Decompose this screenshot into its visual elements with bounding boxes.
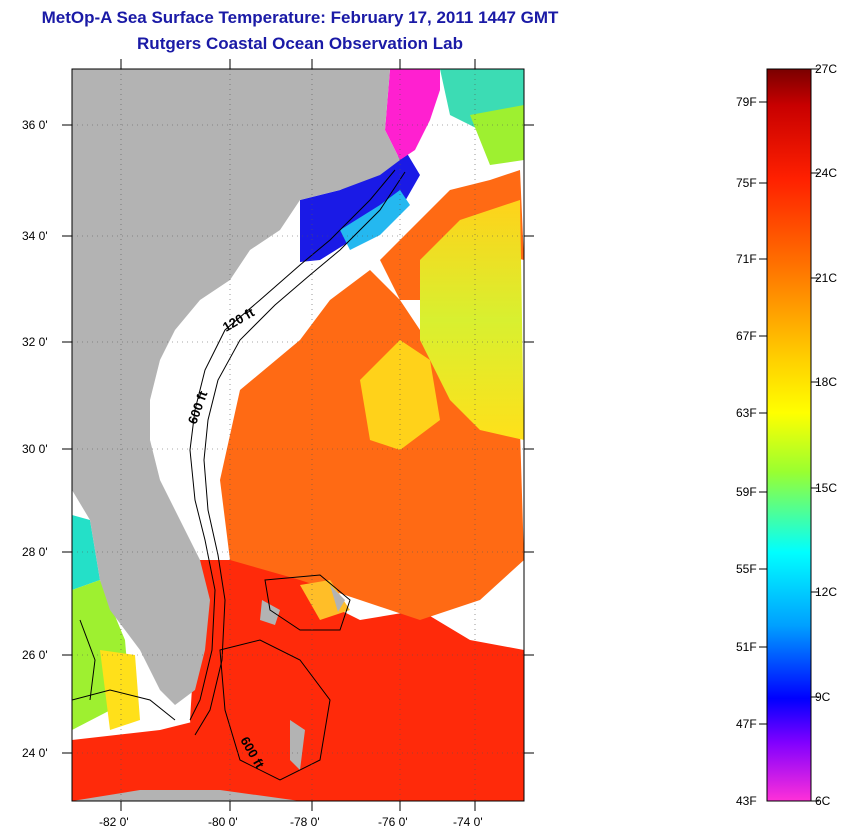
lat-label: 26 0' (22, 648, 48, 662)
land-cuba (72, 790, 300, 801)
colorbar-label-celsius: 27C (815, 62, 838, 76)
colorbar-label-fahrenheit: 47F (736, 717, 757, 731)
colorbar-label-celsius: 15C (815, 481, 838, 495)
sst-blue-nc (300, 150, 420, 262)
sst-magenta-va (385, 69, 440, 160)
land-us-southeast (72, 69, 400, 705)
colorbar-label-fahrenheit: 63F (736, 406, 757, 420)
colorbar-label-celsius: 9C (815, 690, 831, 704)
colorbar-label-fahrenheit: 67F (736, 329, 757, 343)
lat-label: 36 0' (22, 118, 48, 132)
sst-gulf-cyan (72, 515, 100, 590)
map-grid (72, 69, 524, 801)
colorbar-label-fahrenheit: 75F (736, 176, 757, 190)
contour-600ft (194, 171, 406, 736)
contour-bahamas (219, 574, 351, 781)
sst-green-offshore (470, 105, 524, 165)
lat-label: 28 0' (22, 545, 48, 559)
colorbar-label-fahrenheit: 71F (736, 252, 757, 266)
colorbar-label-fahrenheit: 51F (736, 640, 757, 654)
map-data-layer (72, 69, 524, 801)
land-bahamas (260, 585, 345, 770)
lon-label: -76 0' (378, 815, 408, 829)
map-subtitle: Rutgers Coastal Ocean Observation Lab (137, 34, 463, 53)
lon-label: -82 0' (99, 815, 129, 829)
sst-gulf-yellow (100, 650, 140, 730)
lon-label: -74 0' (453, 815, 483, 829)
colorbar-label-celsius: 12C (815, 585, 838, 599)
colorbar-label-fahrenheit: 79F (736, 95, 757, 109)
lon-label: -78 0' (290, 815, 320, 829)
colorbar-label-celsius: 18C (815, 375, 838, 389)
colorbar-ticks (759, 68, 819, 802)
lon-label: -80 0' (208, 815, 238, 829)
map-ticks (62, 59, 534, 811)
lat-label: 32 0' (22, 335, 48, 349)
contour-gulf (72, 619, 176, 721)
colorbar-label-fahrenheit: 55F (736, 562, 757, 576)
colorbar-scale (766, 68, 812, 802)
colorbar-label-fahrenheit: 43F (736, 794, 757, 808)
map-frame (71, 68, 525, 802)
colorbar-label-fahrenheit: 59F (736, 485, 757, 499)
sst-orange-central (220, 270, 524, 620)
sst-cyan-nc (340, 190, 410, 250)
lat-label: 24 0' (22, 746, 48, 760)
sst-gulf-warm (72, 720, 200, 801)
lat-label: 30 0' (22, 442, 48, 456)
map-title: MetOp-A Sea Surface Temperature: Februar… (41, 8, 559, 27)
sst-yellow-east (420, 200, 524, 440)
contour-120ft (189, 169, 396, 721)
lat-label: 34 0' (22, 229, 48, 243)
colorbar-label-celsius: 21C (815, 271, 838, 285)
colorbar-label-celsius: 6C (815, 794, 831, 808)
colorbar-label-celsius: 24C (815, 166, 838, 180)
